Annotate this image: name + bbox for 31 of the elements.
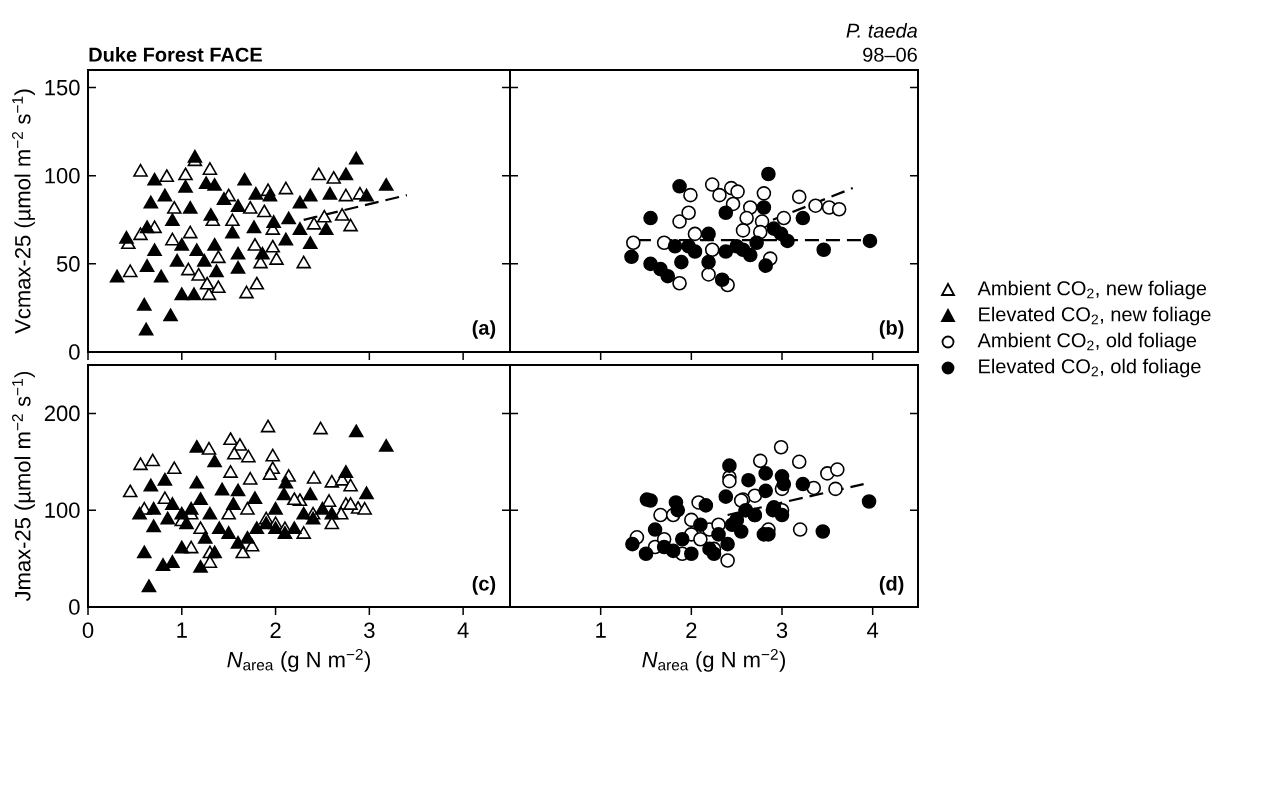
x-tick-label: 0 — [82, 622, 94, 639]
legend-label: Elevated CO$_{2}$, new foliage — [979, 306, 1211, 326]
legend-label: Ambient CO$_{2}$, new foliage — [977, 280, 1207, 300]
x-tick-label: 4 — [457, 622, 469, 638]
x-tick-label: 3 — [364, 622, 375, 639]
y-tick-label: 0 — [69, 599, 80, 615]
y-tick-label: 100 — [45, 502, 80, 518]
chart-title: P. taeda — [846, 23, 918, 38]
x-tick-label: 1 — [596, 622, 606, 638]
annotation: (c) — [472, 575, 496, 595]
y-tick-label: 150 — [45, 79, 80, 96]
x-tick-label: 1 — [177, 622, 187, 638]
chart-title: Duke Forest FACE — [89, 47, 262, 62]
y-tick-label: 0 — [69, 344, 80, 360]
annotation: (b) — [879, 320, 904, 339]
x-tick-label: 3 — [776, 622, 788, 639]
y-axis-title: Vcmax-25 (µmol m$^{−2}$ s$^{−1}$) — [12, 89, 35, 334]
y-tick-label: 50 — [56, 256, 80, 272]
chart-subtitle: 98–06 — [863, 47, 917, 62]
x-tick-label: 4 — [867, 622, 879, 638]
x-tick-label: 2 — [686, 622, 697, 638]
y-axis-title: Jmax-25 (µmol m$^{−2}$ s$^{−1}$) — [12, 371, 35, 602]
x-axis-title: N$_{area}$ (g N m$^{−2}$) — [227, 648, 370, 672]
y-tick-label: 200 — [44, 405, 80, 422]
x-tick-label: 2 — [270, 622, 281, 638]
annotation: (d) — [879, 575, 904, 595]
text: Elevated CO$_{2}$, old foliage — [979, 358, 1201, 378]
x-axis-title: N$_{area}$ (g N m$^{−2}$) — [642, 648, 785, 672]
annotation: (a) — [472, 320, 496, 339]
y-tick-label: 100 — [45, 167, 80, 184]
text: Ambient CO$_{2}$, old foliage — [977, 332, 1197, 352]
